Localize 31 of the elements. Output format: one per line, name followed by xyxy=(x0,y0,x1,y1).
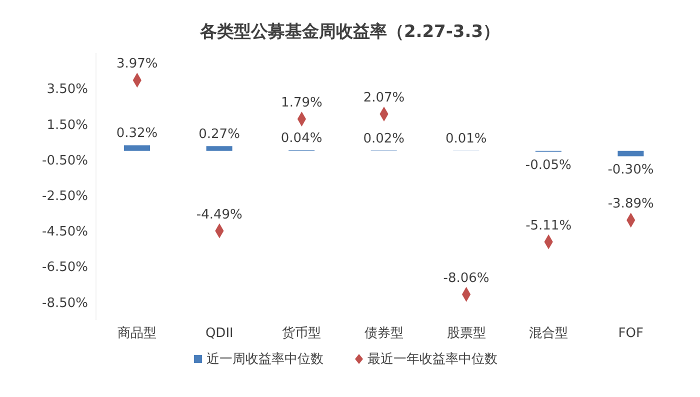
data-label: 0.32% xyxy=(116,126,158,142)
y-tick-label: -0.50% xyxy=(42,153,88,168)
chart-title: 各类型公募基金周收益率（2.27-3.3） xyxy=(198,21,502,43)
y-tick-label: -8.50% xyxy=(42,296,88,311)
x-tick-label: 混合型 xyxy=(529,326,568,342)
data-label: -3.89% xyxy=(608,196,654,212)
x-tick-label: 债券型 xyxy=(364,326,404,342)
data-label: 0.04% xyxy=(280,131,322,146)
data-label: -8.06% xyxy=(443,270,490,286)
y-tick-label: -2.50% xyxy=(42,189,88,204)
data-label: 2.07% xyxy=(363,90,405,106)
x-tick-label: 货币型 xyxy=(282,326,322,342)
y-tick-label: 1.50% xyxy=(46,118,88,133)
data-label: -4.49% xyxy=(196,207,242,222)
x-tick-label: QDII xyxy=(205,326,234,342)
legend-label: 最近一年收益率中位数 xyxy=(366,351,498,368)
y-tick-label: -6.50% xyxy=(42,260,88,276)
data-label: 0.01% xyxy=(445,132,487,147)
x-tick-label: FOF xyxy=(618,326,644,342)
y-tick-label: -4.50% xyxy=(42,224,88,240)
y-tick-label: 3.50% xyxy=(46,82,88,98)
x-tick-label: 股票型 xyxy=(446,326,486,342)
legend-label: 近一周收益率中位数 xyxy=(206,351,324,368)
data-label: -0.30% xyxy=(608,162,654,178)
data-label: 0.27% xyxy=(198,127,240,142)
data-label: 3.97% xyxy=(116,56,158,72)
x-tick-label: 商品型 xyxy=(118,326,157,342)
data-label: 1.79% xyxy=(281,96,322,111)
data-label: -0.05% xyxy=(525,158,572,174)
data-label: 0.02% xyxy=(363,132,405,147)
data-label: -5.11% xyxy=(526,218,572,234)
